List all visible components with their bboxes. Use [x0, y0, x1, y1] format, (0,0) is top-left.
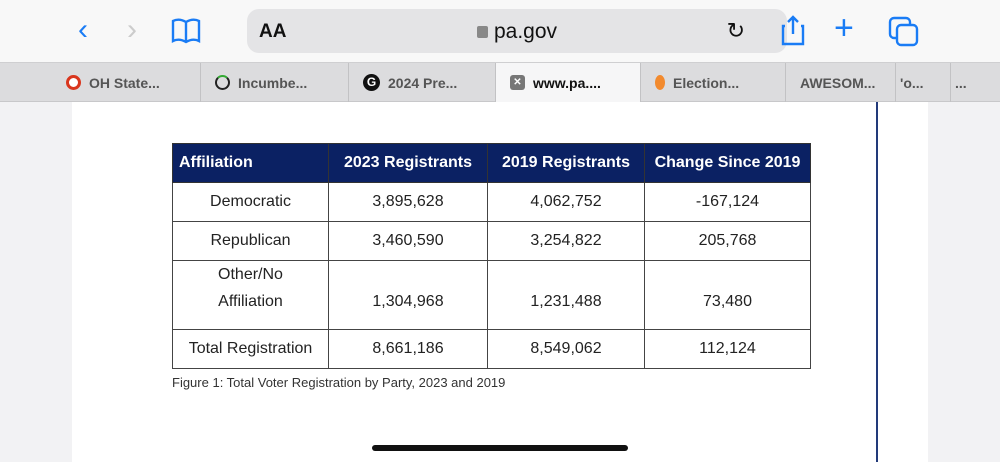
table-cell: Republican — [172, 221, 329, 261]
table-row: Democratic 3,895,628 4,062,752 -167,124 — [172, 182, 811, 222]
tab-label: AWESOM... — [800, 74, 876, 91]
close-icon[interactable]: ✕ — [510, 75, 525, 90]
tabs-overview-icon[interactable] — [888, 16, 920, 53]
table-cell: Other/No Affiliation — [172, 260, 329, 330]
column-header: Change Since 2019 — [644, 143, 811, 183]
table-row: Other/No Affiliation 1,304,968 1,231,488 73… — [172, 260, 811, 330]
new-tab-icon[interactable]: + — [834, 9, 854, 47]
voter-registration-table: Affiliation 2023 Registrants 2019 Regist… — [172, 143, 811, 369]
tab-label: ... — [955, 74, 967, 91]
column-header: 2019 Registrants — [487, 143, 645, 183]
reload-icon[interactable]: ↻ — [726, 18, 745, 43]
share-icon[interactable] — [780, 14, 806, 51]
table-cell: 205,768 — [644, 221, 811, 261]
tab-label: OH State... — [89, 74, 160, 91]
forward-icon[interactable]: › — [127, 13, 137, 46]
table-row: Republican 3,460,590 3,254,822 205,768 — [172, 221, 811, 261]
tab-bar: OH State... Incumbe... G 2024 Pre... ✕ www… — [0, 62, 1000, 102]
table-cell: 73,480 — [644, 260, 811, 330]
g-logo-icon: G — [363, 74, 380, 91]
tab[interactable]: OH State... — [52, 63, 200, 102]
tab[interactable]: Incumbe... — [200, 63, 348, 102]
tab[interactable]: AWESOM... — [785, 63, 895, 102]
target-icon — [66, 75, 81, 90]
table-header-row: Affiliation 2023 Registrants 2019 Regist… — [172, 143, 811, 183]
table-cell: Total Registration — [172, 329, 329, 369]
tab[interactable]: 'o... — [895, 63, 950, 102]
figure-caption: Figure 1: Total Voter Registration by Pa… — [172, 375, 506, 390]
tab-label: www.pa.... — [533, 74, 601, 91]
lock-icon — [476, 26, 488, 38]
table-cell: 8,549,062 — [487, 329, 645, 369]
home-indicator[interactable] — [372, 445, 628, 451]
table-cell: 8,661,186 — [328, 329, 488, 369]
url-text: pa.gov — [493, 20, 558, 43]
address-bar[interactable]: AA pa.gov ↻ — [247, 9, 787, 53]
tab-label: 'o... — [900, 74, 924, 91]
tab[interactable]: G 2024 Pre... — [348, 63, 495, 102]
table-cell: 3,254,822 — [487, 221, 645, 261]
loading-ring-icon — [215, 75, 230, 90]
tab[interactable]: ... — [950, 63, 1000, 102]
tab-label: Election... — [673, 74, 740, 91]
table-cell: 112,124 — [644, 329, 811, 369]
table-cell: 4,062,752 — [487, 182, 645, 222]
table-cell: 1,231,488 — [487, 260, 645, 330]
table-cell: 3,460,590 — [328, 221, 488, 261]
tab-active[interactable]: ✕ www.pa.... — [495, 63, 640, 102]
tab[interactable]: Election... — [640, 63, 785, 102]
column-header: 2023 Registrants — [328, 143, 488, 183]
peach-icon — [655, 75, 665, 90]
text-size-button[interactable]: AA — [259, 21, 287, 42]
column-header: Affiliation — [172, 143, 329, 183]
table-row: Total Registration 8,661,186 8,549,062 112,… — [172, 329, 811, 369]
back-icon[interactable]: ‹ — [78, 13, 88, 46]
tab-label: Incumbe... — [238, 74, 308, 91]
table-cell: 3,895,628 — [328, 182, 488, 222]
page-divider — [876, 102, 878, 462]
bookmarks-icon[interactable] — [170, 17, 202, 50]
browser-toolbar: ‹ › AA pa.gov ↻ + — [0, 0, 1000, 62]
table-cell: -167,124 — [644, 182, 811, 222]
tab-label: 2024 Pre... — [388, 74, 458, 91]
table-cell: Democratic — [172, 182, 329, 222]
table-cell: 1,304,968 — [328, 260, 488, 330]
